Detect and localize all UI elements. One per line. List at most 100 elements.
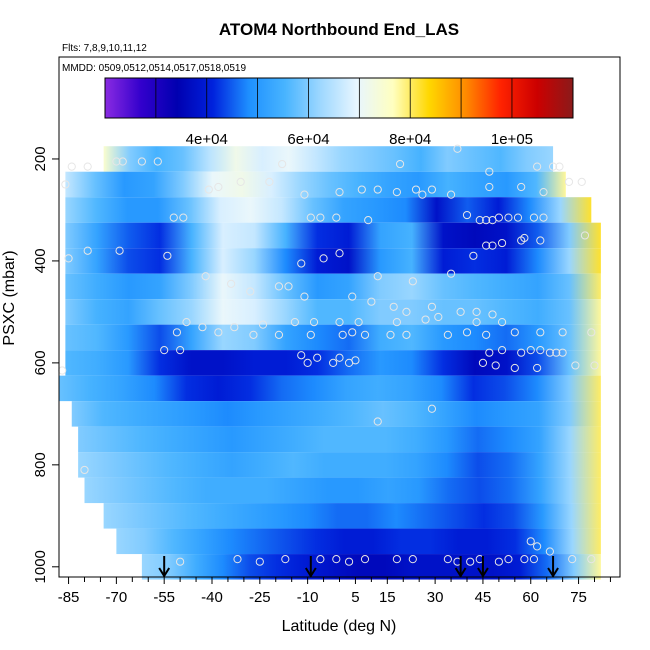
heatmap-band	[65, 197, 592, 223]
sample-point	[545, 348, 554, 357]
sample-point	[160, 346, 169, 355]
sample-point	[526, 346, 535, 355]
sample-point	[478, 358, 488, 367]
sample-point	[485, 348, 494, 357]
sample-point	[462, 328, 472, 337]
x-tick-label: 45	[475, 589, 492, 606]
sample-point	[497, 317, 507, 327]
x-tick-label: 15	[379, 589, 396, 606]
colorbar-gradient	[104, 77, 574, 119]
sample-point	[227, 279, 236, 288]
sample-point	[472, 317, 481, 327]
sample-point	[513, 213, 523, 222]
sample-point	[427, 404, 437, 413]
sample-point	[427, 302, 437, 311]
sample-point	[494, 213, 503, 222]
heatmap-band	[65, 273, 601, 300]
sample-point	[112, 157, 121, 166]
flight-marker-arrowhead	[158, 567, 171, 578]
x-axis-title: Latitude (deg N)	[282, 618, 397, 635]
sample-point	[338, 330, 347, 339]
sample-point	[475, 216, 484, 225]
heatmap-band	[84, 477, 601, 504]
heatmap-band	[59, 375, 601, 402]
sample-point	[472, 307, 481, 317]
sample-point	[520, 233, 529, 243]
sample-point	[118, 157, 127, 166]
sample-point	[344, 557, 354, 566]
sample-point	[545, 547, 554, 556]
sample-point	[548, 162, 558, 171]
sample-point	[335, 353, 344, 362]
heatmap-band	[65, 222, 601, 249]
sample-point	[236, 177, 245, 187]
heatmap-band	[116, 528, 601, 555]
sample-point	[395, 159, 405, 169]
sample-point	[536, 346, 545, 355]
y-tick-label: 1000	[32, 550, 49, 583]
sample-point	[517, 348, 526, 357]
sample-point	[555, 162, 564, 171]
sample-point	[485, 182, 494, 192]
sample-point	[274, 330, 284, 339]
sample-point	[466, 557, 475, 566]
heatmap-band	[71, 401, 601, 427]
sample-point	[552, 348, 561, 357]
colorbar-dividers	[155, 78, 513, 118]
y-tick-label: 400	[32, 248, 49, 273]
sample-point	[335, 317, 344, 327]
sample-point	[408, 555, 417, 564]
flight-marker-arrowhead	[454, 567, 467, 578]
flight-markers-layer	[158, 556, 559, 578]
sample-point	[332, 555, 341, 564]
sample-point	[230, 323, 239, 332]
sample-point	[564, 177, 574, 187]
heatmap-band	[141, 554, 601, 580]
sample-point	[115, 246, 124, 255]
sample-point	[529, 555, 539, 564]
flight-marker-arrowhead	[304, 567, 317, 578]
colorbar-tick-label: 6e+04	[287, 131, 329, 148]
sample-point	[137, 157, 146, 166]
sample-point	[364, 216, 373, 225]
sample-point	[258, 320, 268, 329]
sample-point	[402, 307, 411, 317]
sample-point	[278, 159, 287, 169]
sample-point	[316, 213, 325, 222]
sample-point	[246, 287, 255, 296]
x-tick-label: -40	[201, 589, 223, 606]
sample-point	[504, 213, 513, 222]
sample-point	[373, 185, 382, 194]
sample-point	[446, 190, 456, 199]
dates-text: MMDD: 0509,0512,0514,0517,0518,0519	[62, 63, 246, 74]
sample-point	[504, 555, 513, 564]
sample-point	[309, 317, 319, 327]
sample-point	[392, 317, 401, 327]
sample-point	[58, 366, 67, 375]
sample-point	[61, 180, 70, 189]
sample-point	[453, 144, 462, 153]
sample-point	[329, 358, 338, 367]
x-tick-label: 60	[522, 589, 539, 606]
sample-point	[482, 216, 491, 225]
sample-point	[344, 358, 354, 367]
sample-point	[408, 277, 417, 286]
sample-point	[494, 557, 503, 566]
colorbar-tick-label: 1e+05	[491, 131, 533, 148]
sample-point	[533, 542, 542, 551]
sample-point	[482, 241, 491, 250]
sample-point	[529, 213, 539, 222]
sample-point	[421, 315, 430, 324]
x-tick-label: -85	[58, 589, 80, 606]
sample-point	[517, 182, 526, 192]
y-axis-title: PSXC (mbar)	[1, 250, 18, 345]
sample-point	[306, 330, 315, 339]
sample-point	[255, 557, 264, 566]
sample-point	[360, 330, 370, 339]
sample-point	[354, 317, 363, 327]
heatmap-band	[78, 452, 601, 478]
sample-point	[533, 162, 542, 171]
heatmap-band	[103, 146, 554, 172]
sample-point	[427, 185, 437, 194]
sample-point	[357, 185, 366, 194]
